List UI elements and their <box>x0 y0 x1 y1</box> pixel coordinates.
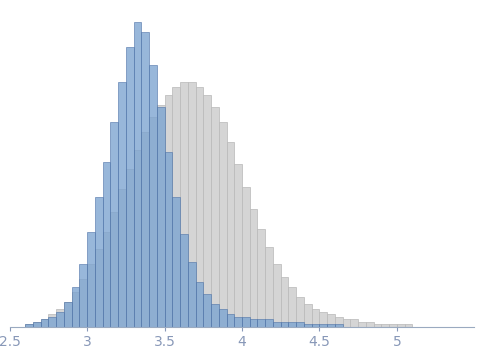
Bar <box>56 309 64 327</box>
Bar <box>219 122 227 327</box>
Bar <box>126 170 134 327</box>
Bar <box>304 304 312 327</box>
Bar <box>203 294 211 327</box>
Bar <box>405 324 412 327</box>
Bar <box>288 287 296 327</box>
Bar <box>327 314 335 327</box>
Bar <box>366 322 374 327</box>
Bar <box>72 287 79 327</box>
Bar <box>327 324 335 327</box>
Bar <box>343 319 350 327</box>
Bar <box>48 317 56 327</box>
Bar <box>335 317 343 327</box>
Bar <box>257 229 265 327</box>
Bar <box>242 317 250 327</box>
Bar <box>95 249 103 327</box>
Bar <box>25 324 33 327</box>
Bar <box>312 324 319 327</box>
Bar <box>250 319 257 327</box>
Bar <box>172 197 180 327</box>
Bar <box>64 302 72 327</box>
Bar <box>319 312 327 327</box>
Bar <box>319 324 327 327</box>
Bar <box>79 264 87 327</box>
Bar <box>188 82 196 327</box>
Bar <box>397 324 405 327</box>
Bar <box>149 117 157 327</box>
Bar <box>188 262 196 327</box>
Bar <box>110 212 118 327</box>
Bar <box>250 209 257 327</box>
Bar <box>165 152 172 327</box>
Bar <box>312 309 319 327</box>
Bar <box>72 292 79 327</box>
Bar <box>304 324 312 327</box>
Bar <box>157 105 165 327</box>
Bar <box>288 322 296 327</box>
Bar <box>134 22 141 327</box>
Bar <box>172 87 180 327</box>
Bar <box>87 232 95 327</box>
Bar <box>234 317 242 327</box>
Bar <box>41 319 48 327</box>
Bar <box>265 319 273 327</box>
Bar <box>79 279 87 327</box>
Bar <box>33 322 41 327</box>
Bar <box>227 142 234 327</box>
Bar <box>265 247 273 327</box>
Bar <box>234 164 242 327</box>
Bar <box>33 322 41 327</box>
Bar <box>180 234 188 327</box>
Bar <box>41 319 48 327</box>
Bar <box>56 312 64 327</box>
Bar <box>203 95 211 327</box>
Bar <box>381 324 389 327</box>
Bar <box>157 107 165 327</box>
Bar <box>141 32 149 327</box>
Bar <box>103 162 110 327</box>
Bar <box>211 304 219 327</box>
Bar <box>281 277 288 327</box>
Bar <box>134 150 141 327</box>
Bar <box>257 319 265 327</box>
Bar <box>87 264 95 327</box>
Bar <box>273 322 281 327</box>
Bar <box>196 282 203 327</box>
Bar <box>227 314 234 327</box>
Bar <box>48 314 56 327</box>
Bar <box>219 309 227 327</box>
Bar <box>374 324 381 327</box>
Bar <box>118 82 126 327</box>
Bar <box>126 47 134 327</box>
Bar <box>118 189 126 327</box>
Bar <box>95 197 103 327</box>
Bar <box>149 65 157 327</box>
Bar <box>64 302 72 327</box>
Bar <box>281 322 288 327</box>
Bar <box>103 232 110 327</box>
Bar <box>389 324 397 327</box>
Bar <box>110 122 118 327</box>
Bar <box>358 322 366 327</box>
Bar <box>296 297 304 327</box>
Bar <box>273 264 281 327</box>
Bar <box>165 95 172 327</box>
Bar <box>141 132 149 327</box>
Bar <box>211 107 219 327</box>
Bar <box>296 322 304 327</box>
Bar <box>350 319 358 327</box>
Bar <box>180 82 188 327</box>
Bar <box>196 87 203 327</box>
Bar <box>242 187 250 327</box>
Bar <box>25 324 33 327</box>
Bar <box>335 324 343 327</box>
